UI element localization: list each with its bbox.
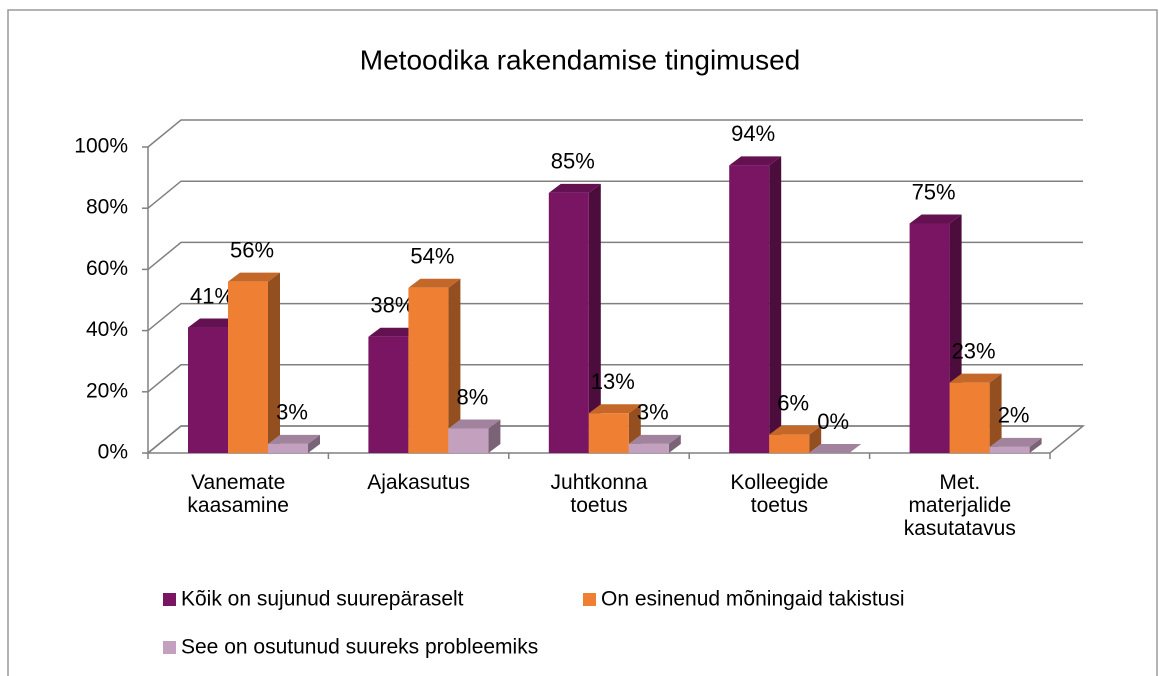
y-tick-label: 40% (86, 318, 128, 341)
bar-top (268, 434, 320, 444)
bar (268, 434, 320, 453)
bar-top (949, 373, 1002, 383)
bar (769, 425, 822, 453)
bar-top (408, 278, 461, 288)
bar-front (729, 165, 770, 454)
x-tick-label: Vanemate kaasamine (187, 471, 289, 517)
bar-top (548, 183, 601, 193)
bar-side (809, 425, 822, 453)
data-label: 54% (410, 244, 454, 269)
bar-top (628, 434, 681, 444)
legend-swatch (583, 593, 596, 606)
data-label: 0% (817, 409, 849, 434)
data-label: 23% (952, 338, 996, 363)
legend-swatch (163, 593, 176, 606)
data-label: 38% (370, 293, 414, 318)
bar-side (668, 434, 681, 453)
grid-line (147, 241, 1083, 270)
legend-label: See on osutunud suureks probleemiks (181, 636, 538, 659)
bar-side (448, 278, 461, 453)
data-label: 2% (998, 403, 1030, 428)
bar-front (628, 443, 669, 453)
bar-side (268, 272, 280, 453)
bar (729, 156, 782, 454)
bar-top (729, 156, 782, 166)
data-label: 56% (230, 237, 274, 262)
bar (628, 434, 681, 453)
data-label: 85% (551, 149, 595, 174)
x-tick-label: Juhtkonna toetus (551, 471, 648, 517)
grid-line (147, 302, 1083, 332)
bar-front (188, 327, 228, 453)
bar-top (909, 214, 962, 224)
data-label: 13% (591, 369, 635, 394)
x-tick-label: Ajakasutus (367, 471, 470, 494)
bar (448, 419, 501, 453)
data-label: 8% (457, 384, 489, 409)
chart-title: Metoodika rakendamise tingimused (360, 44, 800, 75)
bar-top (588, 404, 641, 414)
bar-side (1029, 437, 1042, 453)
y-tick-label: 0% (98, 441, 128, 464)
bar-side (989, 373, 1002, 453)
bar-top (809, 444, 862, 453)
bar-front (368, 336, 409, 453)
bar-side (769, 156, 782, 454)
bar-front (949, 382, 990, 453)
bar (408, 278, 461, 453)
bar-top (989, 437, 1042, 447)
bar-front (228, 281, 268, 453)
legend-label: Kõik on sujunud suurepäraselt (181, 588, 464, 611)
y-tick-label: 60% (86, 257, 128, 280)
bar-top (228, 272, 280, 282)
grid-line (147, 364, 1083, 393)
bar-front (268, 443, 308, 453)
bar (228, 272, 280, 453)
bar-top (448, 419, 501, 429)
bar (809, 444, 862, 453)
bar-top (368, 327, 421, 337)
bar-front (548, 192, 589, 453)
bar-side (588, 183, 601, 453)
bar-front (588, 413, 629, 453)
x-tick-label: Met. materjalide kasutatavus (904, 471, 1016, 540)
bar-top (769, 425, 822, 435)
bar (949, 373, 1002, 453)
bar-front (408, 287, 449, 453)
legend-label: On esinenud mõningaid takistusi (601, 588, 905, 611)
x-tick-label: Kolleegide toetus (730, 471, 828, 517)
bar (588, 404, 641, 453)
data-label: 94% (731, 121, 775, 146)
y-tick-label: 20% (86, 379, 128, 402)
data-label: 3% (637, 400, 669, 425)
data-label: 75% (912, 179, 956, 204)
bar-side (488, 419, 501, 453)
data-label: 6% (777, 390, 809, 415)
bar-top (188, 318, 240, 328)
y-tick-label: 80% (86, 196, 128, 219)
grid-line (147, 180, 1083, 209)
bar-front (989, 446, 1030, 453)
bar-front (448, 428, 489, 453)
bar-front (909, 223, 950, 453)
grid-line (147, 119, 1083, 148)
data-label: 41% (190, 283, 234, 308)
legend-swatch (163, 641, 176, 654)
data-label: 3% (276, 400, 308, 425)
y-tick-label: 100% (74, 135, 128, 158)
bar-side (308, 434, 320, 453)
bar (989, 437, 1042, 453)
bar-front (769, 434, 810, 453)
bar (548, 183, 601, 453)
